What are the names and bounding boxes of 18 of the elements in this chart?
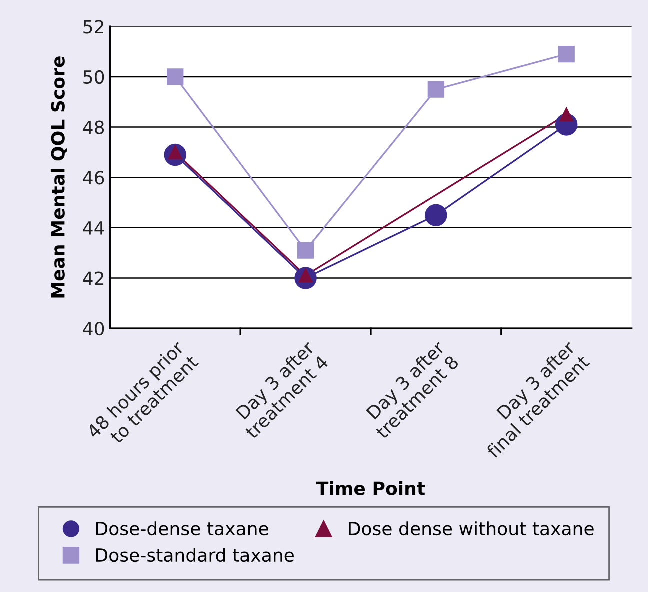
y-tick-label: 50 xyxy=(84,70,104,84)
y-tick-label: 46 xyxy=(83,171,104,185)
y-tick-label: 42 xyxy=(83,272,104,286)
legend-label: Dose dense without taxane xyxy=(349,522,594,536)
y-tick-label: 52 xyxy=(84,20,104,34)
x-axis-title: Time Point xyxy=(316,481,426,496)
y-tick-label: 40 xyxy=(83,322,104,336)
point xyxy=(560,108,574,122)
point xyxy=(425,204,448,226)
legend-label: Dose-dense taxane xyxy=(96,522,268,536)
y-tick-label: 44 xyxy=(83,222,104,235)
y-tick-label: 48 xyxy=(83,120,104,134)
point xyxy=(428,81,445,98)
point xyxy=(558,46,575,63)
y-axis-title: Mean Mental QOL Score xyxy=(50,56,68,298)
point xyxy=(297,242,314,259)
point xyxy=(167,68,184,86)
legend-label: Dose-standard taxane xyxy=(96,548,294,562)
